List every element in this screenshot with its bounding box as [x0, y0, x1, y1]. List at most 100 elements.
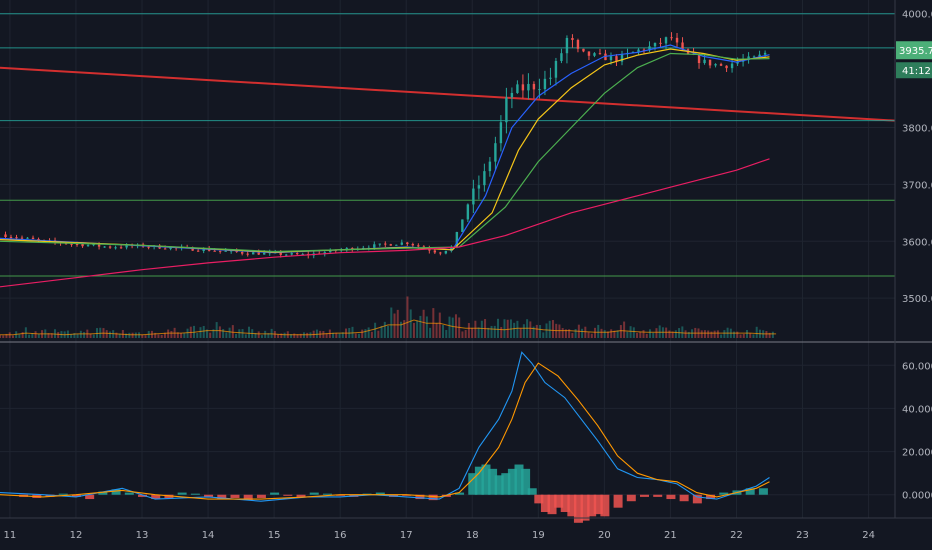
volume-bar	[749, 333, 752, 338]
histogram-bar	[679, 494, 689, 502]
histogram-bar	[521, 468, 531, 495]
volume-bar	[154, 332, 157, 338]
volume-bar	[47, 333, 50, 338]
candle-body	[444, 250, 448, 254]
candle-body	[719, 64, 723, 66]
volume-bar	[205, 329, 208, 338]
candle-body	[285, 254, 288, 256]
volume-bar	[335, 332, 338, 338]
candle-body	[4, 234, 7, 238]
candle-body	[659, 42, 662, 44]
histogram-bar	[534, 494, 544, 504]
candle-body	[37, 238, 40, 240]
volume-bar	[674, 330, 677, 338]
volume-bar	[594, 327, 597, 338]
volume-bar	[280, 333, 283, 338]
histogram-bar	[567, 494, 577, 517]
volume-bar	[374, 322, 377, 338]
volume-bar	[590, 333, 593, 338]
histogram-bar	[204, 494, 214, 497]
volume-bar	[648, 329, 651, 338]
candle-body	[681, 42, 684, 50]
candle-body	[202, 248, 205, 251]
volume-bar	[513, 322, 516, 338]
volume-bar	[21, 332, 24, 338]
volume-bar	[490, 325, 493, 338]
volume-bar	[338, 333, 341, 338]
trend-line[interactable]	[0, 66, 896, 122]
volume-bar	[571, 332, 574, 338]
volume-bar	[652, 332, 655, 338]
candle-body	[240, 252, 244, 254]
x-tick-label: 17	[400, 530, 413, 541]
volume-bar	[564, 329, 567, 338]
histogram-bar	[415, 494, 425, 500]
histogram-bar	[243, 494, 253, 501]
volume-bar	[37, 334, 40, 338]
volume-bar	[160, 334, 163, 338]
candle-body	[620, 54, 624, 62]
volume-bar	[290, 334, 293, 338]
volume-bar	[561, 328, 564, 338]
candle-body	[532, 83, 536, 90]
price-tick-label: 3500.00	[902, 294, 932, 305]
volume-bar	[260, 335, 263, 338]
volume-bar	[293, 333, 296, 338]
oscillator-pane[interactable]	[0, 351, 770, 523]
volume-bar	[477, 327, 480, 338]
volume-bar	[497, 318, 500, 338]
candle-body	[26, 237, 29, 239]
volume-bar	[167, 329, 170, 338]
volume-bar	[157, 334, 160, 338]
moving-average-line	[0, 158, 770, 288]
x-tick-label: 14	[202, 530, 215, 541]
candle-body	[510, 92, 514, 98]
candle-body	[81, 244, 84, 247]
volume-bar	[218, 326, 221, 338]
candle-body	[516, 84, 519, 93]
volume-bar	[700, 330, 703, 338]
candle-body	[549, 77, 552, 79]
volume-bar	[364, 329, 367, 338]
volume-bar	[768, 332, 771, 338]
volume-bar	[76, 334, 79, 338]
volume-bar	[707, 330, 710, 338]
volume-bar	[186, 328, 189, 338]
volume-bar	[626, 331, 629, 338]
candle-body	[125, 245, 128, 248]
candle-body	[263, 252, 266, 255]
candle-body	[598, 53, 602, 55]
histogram-bar	[256, 494, 266, 498]
volume-bar	[390, 307, 393, 338]
volume-bar	[616, 330, 619, 338]
volume-bar	[487, 327, 490, 338]
volume-bar	[671, 331, 674, 338]
candle-body	[70, 243, 73, 245]
candle-body	[714, 64, 717, 66]
histogram-bar	[190, 493, 200, 495]
volume-bar	[539, 325, 542, 338]
volume-bar	[445, 329, 448, 338]
volume-bar	[613, 330, 616, 338]
volume-bar	[196, 333, 199, 338]
volume-bar	[467, 323, 470, 338]
volume-bar	[600, 328, 603, 338]
volume-bar	[619, 325, 622, 338]
volume-bar	[248, 326, 251, 338]
price-tick-label: 3700.00	[902, 180, 932, 191]
volume-bar	[11, 335, 14, 338]
volume-bar	[383, 321, 386, 338]
volume-bar	[480, 320, 483, 338]
histogram-bar	[111, 489, 121, 495]
candle-body	[279, 252, 282, 255]
candle-body	[411, 244, 415, 246]
x-tick-label: 13	[136, 530, 149, 541]
candle-body	[565, 37, 569, 54]
volume-bar	[442, 324, 445, 338]
candle-body	[642, 49, 646, 51]
price-pane[interactable]	[0, 13, 896, 288]
candle-body	[664, 37, 668, 44]
volume-bar	[264, 330, 267, 338]
volume-bar	[222, 329, 225, 338]
volume-bar	[429, 327, 432, 338]
